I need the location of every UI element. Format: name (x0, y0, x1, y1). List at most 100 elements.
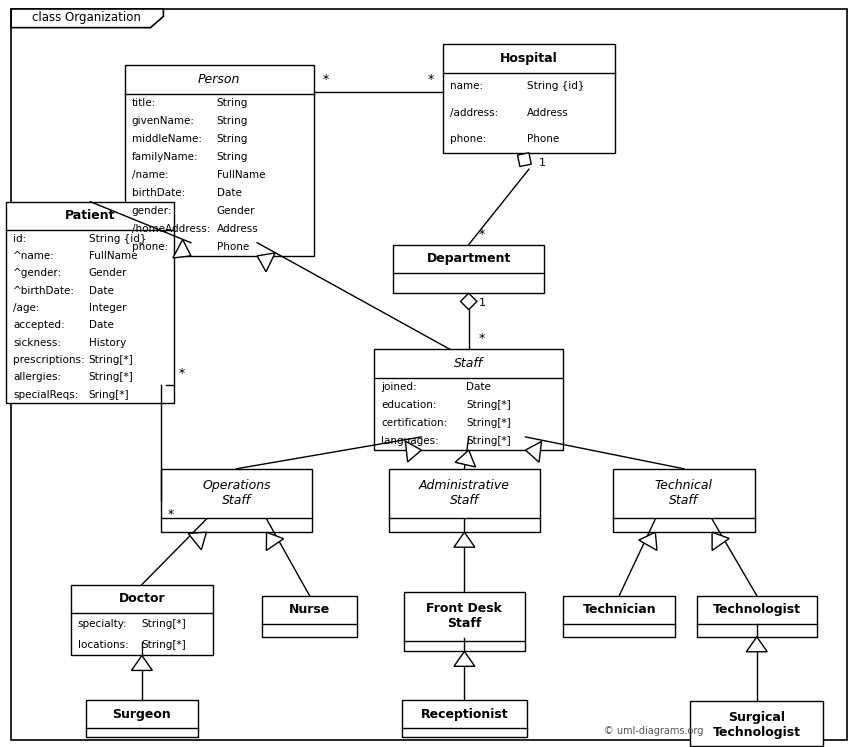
Text: Gender: Gender (89, 268, 127, 279)
Bar (71, 584, 212, 656)
Bar (690, 701, 824, 746)
Text: Sring[*]: Sring[*] (89, 390, 129, 400)
Text: phone:: phone: (132, 242, 168, 252)
Text: Receptionist: Receptionist (421, 707, 508, 721)
Polygon shape (173, 240, 191, 258)
Text: Phone: Phone (217, 242, 249, 252)
Text: Integer: Integer (89, 303, 126, 313)
Text: Department: Department (427, 252, 511, 265)
Text: String {id}: String {id} (527, 81, 585, 91)
Polygon shape (518, 153, 531, 167)
Polygon shape (405, 441, 421, 462)
Text: ^gender:: ^gender: (13, 268, 63, 279)
Text: class Organization: class Organization (32, 11, 140, 25)
Text: Operations
Staff: Operations Staff (202, 480, 271, 507)
Text: Date: Date (466, 382, 491, 391)
Text: Gender: Gender (217, 206, 255, 216)
Text: Administrative
Staff: Administrative Staff (419, 480, 510, 507)
Text: String[*]: String[*] (89, 355, 133, 365)
Text: accepted:: accepted: (13, 320, 65, 330)
Text: Technical
Staff: Technical Staff (654, 480, 713, 507)
Text: Technician: Technician (582, 604, 656, 616)
Polygon shape (454, 532, 475, 547)
Bar (404, 592, 525, 651)
Text: name:: name: (450, 81, 483, 91)
Polygon shape (454, 651, 475, 666)
Text: Phone: Phone (527, 134, 559, 144)
Text: Patient: Patient (65, 209, 115, 223)
Text: familyName:: familyName: (132, 152, 198, 162)
Polygon shape (257, 253, 275, 272)
Text: Hospital: Hospital (500, 52, 558, 65)
Text: Surgeon: Surgeon (113, 707, 171, 721)
Text: prescriptions:: prescriptions: (13, 355, 85, 365)
Bar (374, 350, 563, 450)
Polygon shape (525, 441, 542, 462)
Polygon shape (188, 532, 206, 550)
Text: Person: Person (198, 73, 241, 86)
Text: 1: 1 (479, 298, 486, 308)
Text: specialReqs:: specialReqs: (13, 390, 79, 400)
Text: /homeAddress:: /homeAddress: (132, 224, 210, 234)
Text: *: * (428, 72, 434, 85)
Polygon shape (132, 656, 152, 671)
Bar (162, 469, 312, 532)
Text: Front Desk
Staff: Front Desk Staff (427, 602, 502, 630)
Text: *: * (479, 228, 485, 241)
Text: *: * (322, 72, 329, 85)
Polygon shape (11, 9, 163, 28)
Text: Nurse: Nurse (289, 604, 330, 616)
Text: locations:: locations: (77, 640, 129, 650)
Text: joined:: joined: (381, 382, 416, 391)
Text: Date: Date (89, 286, 114, 296)
Text: String[*]: String[*] (466, 418, 511, 428)
Bar (402, 700, 526, 737)
Text: education:: education: (381, 400, 437, 410)
Text: id:: id: (13, 234, 27, 244)
Bar (563, 596, 675, 636)
Bar (262, 596, 357, 636)
Text: Address: Address (527, 108, 569, 118)
Text: phone:: phone: (450, 134, 486, 144)
Polygon shape (746, 636, 767, 651)
Polygon shape (712, 532, 729, 551)
Bar (393, 244, 544, 293)
Text: FullName: FullName (89, 251, 138, 261)
Text: title:: title: (132, 98, 156, 108)
Text: *: * (179, 368, 185, 380)
Text: String: String (217, 134, 248, 143)
Text: String[*]: String[*] (466, 400, 511, 410)
Text: String: String (217, 152, 248, 162)
Text: String[*]: String[*] (89, 373, 133, 382)
Text: String[*]: String[*] (466, 436, 511, 446)
Text: /address:: /address: (450, 108, 498, 118)
Text: certification:: certification: (381, 418, 447, 428)
Text: History: History (89, 338, 126, 347)
Bar (86, 700, 198, 737)
Text: Date: Date (89, 320, 114, 330)
Text: Address: Address (217, 224, 259, 234)
Text: allergies:: allergies: (13, 373, 61, 382)
Text: String {id}: String {id} (89, 234, 146, 244)
Text: Surgical
Technologist: Surgical Technologist (713, 711, 801, 740)
Text: gender:: gender: (132, 206, 172, 216)
Text: ^name:: ^name: (13, 251, 55, 261)
Text: String: String (217, 116, 248, 125)
Text: *: * (169, 508, 175, 521)
Polygon shape (267, 532, 284, 551)
Text: languages:: languages: (381, 436, 439, 446)
Bar (125, 66, 314, 255)
Polygon shape (639, 532, 657, 551)
Text: /name:: /name: (132, 170, 169, 180)
Text: String: String (217, 98, 248, 108)
Text: specialty:: specialty: (77, 619, 127, 628)
Text: Technologist: Technologist (713, 604, 801, 616)
Polygon shape (455, 450, 476, 467)
Bar (612, 469, 755, 532)
Bar (389, 469, 540, 532)
Text: String[*]: String[*] (142, 640, 187, 650)
Text: 1: 1 (539, 158, 546, 167)
Text: ^birthDate:: ^birthDate: (13, 286, 76, 296)
Bar (697, 596, 817, 636)
Bar (6, 202, 174, 403)
